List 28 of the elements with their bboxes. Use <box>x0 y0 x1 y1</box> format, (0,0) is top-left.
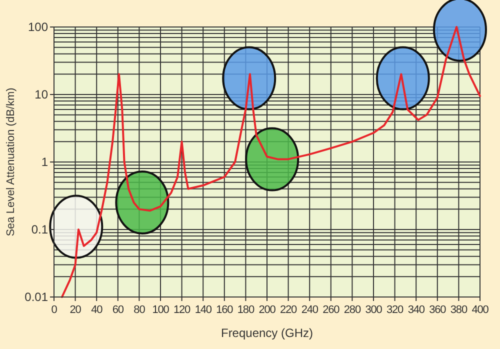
x-tick-label: 340 <box>408 304 425 316</box>
x-tick-label: 400 <box>472 304 489 316</box>
x-tick-label: 360 <box>429 304 446 316</box>
x-tick-label: 140 <box>194 304 212 316</box>
x-tick-label: 260 <box>322 304 340 316</box>
y-tick-label: 100 <box>28 20 48 34</box>
x-tick-label: 220 <box>280 304 298 316</box>
x-tick-label: 0 <box>51 304 58 316</box>
y-tick-label: 10 <box>34 88 48 102</box>
x-tick-label: 80 <box>134 304 146 316</box>
y-tick-label: 0.01 <box>24 290 48 304</box>
y-tick-label: 0.1 <box>31 222 48 237</box>
x-tick-label: 60 <box>112 304 124 316</box>
x-tick-label: 300 <box>365 304 382 316</box>
x-tick-label: 320 <box>386 304 404 316</box>
x-tick-label: 100 <box>152 304 170 316</box>
x-tick-label: 40 <box>91 304 103 316</box>
y-axis-title: Sea Level Attenuation (dB/km) <box>5 88 17 236</box>
x-tick-label: 380 <box>450 304 468 316</box>
x-tick-label: 200 <box>258 304 276 316</box>
x-tick-label: 120 <box>174 304 191 316</box>
x-tick-label: 180 <box>237 304 254 316</box>
x-axis-title: Frequency (GHz) <box>220 326 314 340</box>
x-tick-label: 160 <box>216 304 234 316</box>
y-tick-label: 1 <box>41 155 48 170</box>
x-tick-label: 280 <box>344 304 361 316</box>
x-tick-label: 240 <box>301 304 318 316</box>
x-tick-label: 20 <box>70 304 82 316</box>
